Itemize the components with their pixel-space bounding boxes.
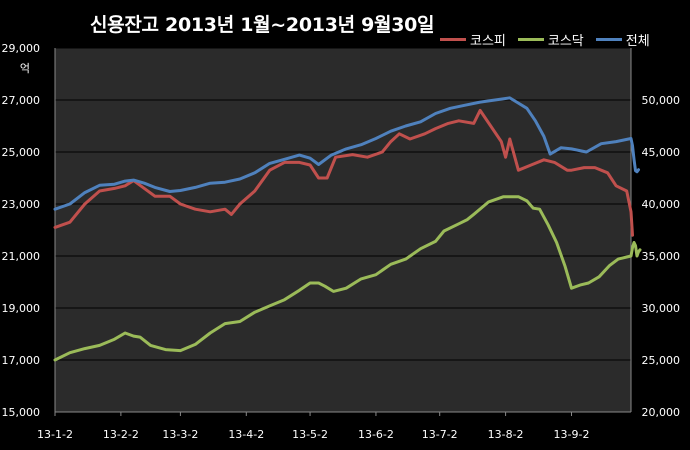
y-tick-label: 27,000 [2, 94, 41, 107]
legend: 코스피 코스닥 전체 [440, 30, 650, 49]
y-axis-unit-label: 억 [20, 62, 30, 75]
y2-tick-label: 35,000 [642, 250, 681, 263]
series-line-2 [53, 96, 640, 211]
y-tick-label: 21,000 [2, 250, 41, 263]
y2-tick-label: 20,000 [642, 406, 681, 419]
x-tick-label: 13-1-2 [37, 428, 73, 441]
y2-tick-label: 40,000 [642, 198, 681, 211]
x-tick-label: 13-7-2 [422, 428, 458, 441]
x-tick-label: 13-5-2 [292, 428, 328, 441]
legend-item-kospi: 코스피 [440, 30, 506, 49]
x-tick-label: 13-4-2 [228, 428, 264, 441]
legend-label-kosdaq: 코스닥 [547, 34, 584, 49]
y-tick-label: 29,000 [2, 42, 41, 55]
series-line-1 [53, 195, 642, 362]
legend-swatch-kospi [440, 38, 466, 41]
x-tick-label: 13-3-2 [162, 428, 198, 441]
x-tick-label: 13-2-2 [103, 428, 139, 441]
y2-tick-label: 25,000 [642, 354, 681, 367]
y-tick-label: 25,000 [2, 146, 41, 159]
x-tick-label: 13-8-2 [488, 428, 524, 441]
legend-swatch-total [595, 38, 622, 41]
plot-area [55, 48, 631, 412]
chart-title: 신용잔고 2013년 1월~2013년 9월30일 [90, 14, 435, 36]
x-tick-label: 13-6-2 [358, 428, 394, 441]
legend-label-kospi: 코스피 [470, 34, 506, 49]
legend-swatch-kosdaq [517, 38, 544, 41]
y2-tick-label: 30,000 [642, 302, 681, 315]
legend-item-total: 전체 [595, 30, 650, 49]
y2-tick-label: 45,000 [642, 146, 681, 159]
y2-tick-label: 50,000 [642, 94, 681, 107]
legend-label-total: 전체 [625, 34, 650, 49]
series-line-0 [53, 108, 634, 237]
y-tick-label: 15,000 [2, 406, 41, 419]
y-tick-label: 23,000 [2, 198, 41, 211]
y-tick-label: 17,000 [2, 354, 41, 367]
x-tick-label: 13-9-2 [554, 428, 590, 441]
legend-item-kosdaq: 코스닥 [517, 30, 584, 49]
y-tick-label: 19,000 [2, 302, 41, 315]
